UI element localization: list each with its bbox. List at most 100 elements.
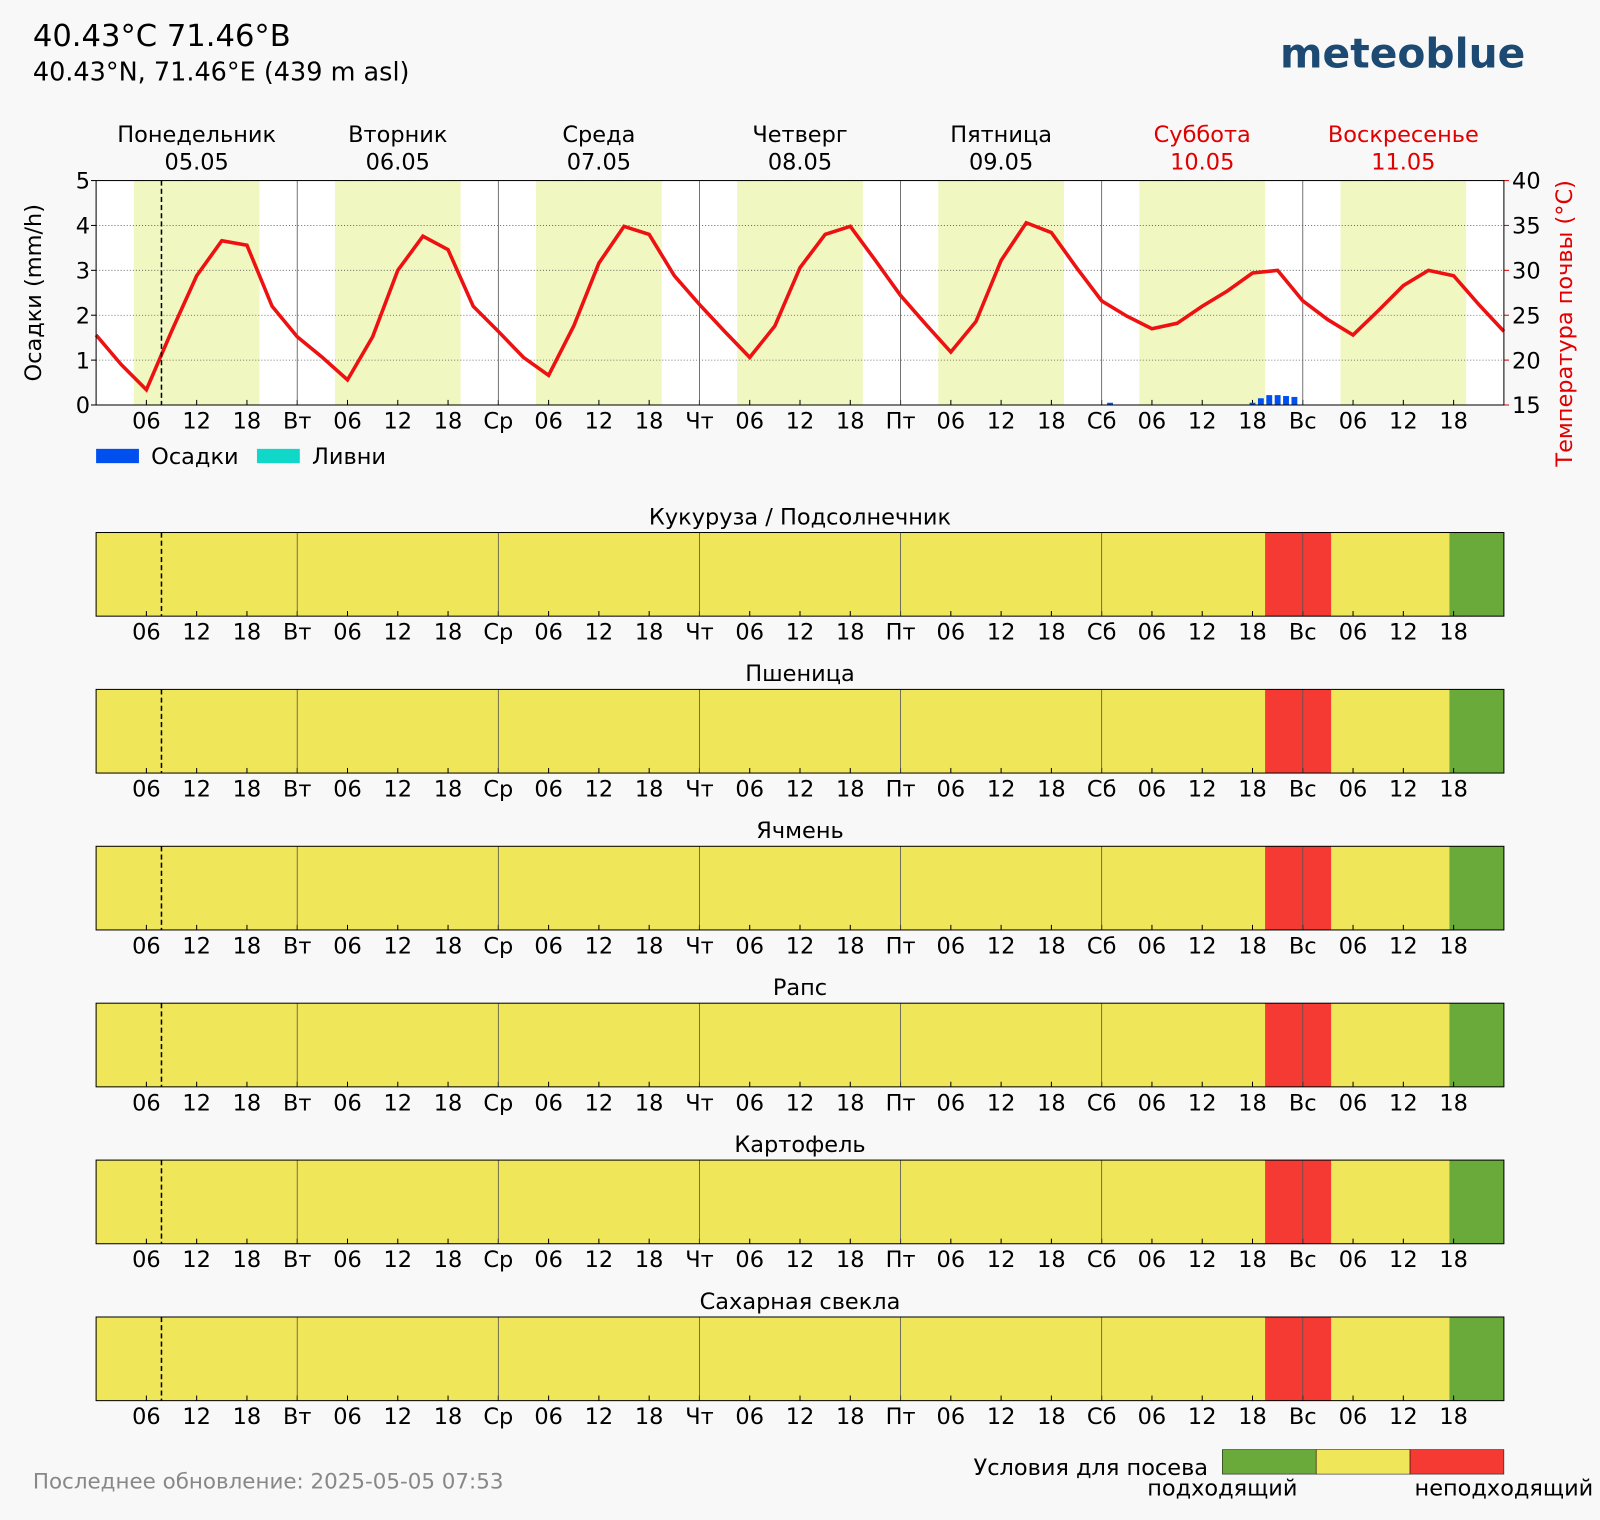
condition-segment <box>1449 1160 1504 1244</box>
panel-frame <box>95 532 1505 617</box>
y-tick-label: 4 <box>76 214 90 240</box>
x-tick-label: Вс <box>1289 933 1317 959</box>
x-tick-label: Ср <box>483 933 513 959</box>
x-tick-label: 06 <box>333 1090 362 1116</box>
day-date: 11.05 <box>1371 149 1435 175</box>
x-tick-label: 12 <box>786 620 815 646</box>
x-tick-label: 06 <box>1339 620 1368 646</box>
x-tick-label: 12 <box>585 1404 614 1430</box>
x-tick-label: Вт <box>283 1404 311 1430</box>
y2-axis-label: Температура почвы (°C) <box>1552 180 1578 467</box>
x-tick-label: 18 <box>233 777 262 803</box>
x-tick-label: 06 <box>1138 1404 1167 1430</box>
panel-frame <box>95 1316 1505 1402</box>
x-tick-label: Чт <box>685 408 713 434</box>
legend-label: подходящий <box>1147 1476 1297 1502</box>
x-tick-label: 06 <box>1339 408 1368 434</box>
x-tick-label: 18 <box>836 1090 865 1116</box>
precip-bar <box>1257 398 1264 405</box>
legend-swatch <box>1409 1449 1505 1475</box>
x-tick-label: 12 <box>383 1090 412 1116</box>
x-tick-label: Сб <box>1087 1090 1117 1116</box>
x-tick-label: Сб <box>1087 777 1117 803</box>
x-tick-label: Сб <box>1087 1404 1117 1430</box>
x-tick-label: 12 <box>987 1404 1016 1430</box>
y2-tick-label: 20 <box>1512 348 1541 374</box>
x-tick-label: Пт <box>886 777 916 803</box>
x-tick-label: 06 <box>937 1247 966 1273</box>
x-tick-label: Вт <box>283 1090 311 1116</box>
x-tick-label: Вт <box>283 777 311 803</box>
x-tick-label: 12 <box>1188 933 1217 959</box>
x-tick-label: 06 <box>735 1247 764 1273</box>
x-tick-label: Вс <box>1289 1247 1317 1273</box>
update-time: Последнее обновление: 2025-05-05 07:53 <box>33 1469 504 1494</box>
x-tick-label: 18 <box>1439 1247 1468 1273</box>
precip-bar <box>1274 395 1281 405</box>
day-name: Воскресенье <box>1328 122 1479 148</box>
day-name: Среда <box>562 122 635 148</box>
day-date: 10.05 <box>1170 149 1234 175</box>
x-tick-label: 18 <box>434 1090 463 1116</box>
x-tick-label: 12 <box>182 1090 211 1116</box>
x-tick-label: 12 <box>1389 933 1418 959</box>
precip-bar <box>1266 395 1273 405</box>
x-tick-label: 12 <box>987 777 1016 803</box>
x-tick-label: 18 <box>434 777 463 803</box>
x-tick-label: 18 <box>233 1404 262 1430</box>
panel-title: Пшеница <box>745 661 854 687</box>
x-tick-label: 12 <box>1389 620 1418 646</box>
x-tick-label: 18 <box>836 777 865 803</box>
y-axis-label: Осадки (mm/h) <box>21 204 47 382</box>
x-tick-label: 06 <box>333 1247 362 1273</box>
day-name: Четверг <box>752 122 847 148</box>
x-tick-label: 06 <box>132 620 161 646</box>
condition-segment <box>1265 1003 1332 1087</box>
panel-title: Ячмень <box>756 818 843 844</box>
y-tick-label: 1 <box>76 348 90 374</box>
x-tick-label: 12 <box>585 933 614 959</box>
x-tick-label: Вт <box>283 1247 311 1273</box>
x-tick-label: 12 <box>1188 408 1217 434</box>
x-tick-label: 06 <box>735 777 764 803</box>
condition-segment <box>1449 689 1504 774</box>
x-tick-label: 06 <box>534 933 563 959</box>
condition-segment <box>96 1003 1266 1087</box>
x-tick-label: 06 <box>1339 1090 1368 1116</box>
precip-bar <box>1283 396 1289 405</box>
x-tick-label: 06 <box>735 1090 764 1116</box>
page-subtitle: 40.43°N, 71.46°E (439 m asl) <box>33 58 410 88</box>
y-tick-label: 5 <box>76 169 90 195</box>
precip-bar <box>1291 396 1298 405</box>
x-tick-label: 18 <box>1439 620 1468 646</box>
x-tick-label: 18 <box>1037 1090 1066 1116</box>
x-tick-label: 06 <box>937 933 966 959</box>
panel-frame <box>95 1002 1505 1088</box>
x-tick-label: 18 <box>434 408 463 434</box>
x-tick-label: 12 <box>182 408 211 434</box>
x-tick-label: 12 <box>383 620 412 646</box>
x-tick-label: 06 <box>534 777 563 803</box>
x-tick-label: 18 <box>1238 1090 1267 1116</box>
x-tick-label: 18 <box>1037 1247 1066 1273</box>
condition-segment <box>1265 846 1332 930</box>
x-tick-label: 12 <box>182 1247 211 1273</box>
x-tick-label: 06 <box>937 1090 966 1116</box>
condition-segment <box>96 1316 1266 1401</box>
x-tick-label: 12 <box>1188 1090 1217 1116</box>
x-tick-label: 12 <box>786 1404 815 1430</box>
x-tick-label: 12 <box>585 1090 614 1116</box>
precip-bar <box>1249 402 1256 405</box>
x-tick-label: 06 <box>1138 408 1167 434</box>
x-tick-label: 12 <box>383 777 412 803</box>
x-tick-label: 12 <box>987 933 1016 959</box>
x-tick-label: Пт <box>886 1090 916 1116</box>
x-tick-label: Ср <box>483 1090 513 1116</box>
x-tick-label: 18 <box>635 933 664 959</box>
x-tick-label: 12 <box>182 620 211 646</box>
condition-segment <box>1265 1160 1332 1244</box>
x-tick-label: 18 <box>233 408 262 434</box>
x-tick-label: 18 <box>1439 933 1468 959</box>
x-tick-label: 18 <box>233 1247 262 1273</box>
